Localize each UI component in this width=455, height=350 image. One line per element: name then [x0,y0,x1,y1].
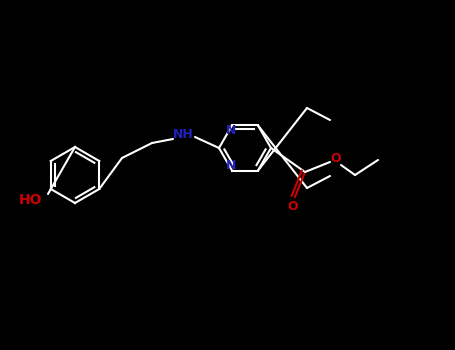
Text: N: N [226,124,236,137]
Text: O: O [331,152,341,164]
Text: N: N [226,159,236,172]
Text: O: O [288,199,298,212]
Text: HO: HO [18,193,42,207]
Text: NH: NH [172,127,193,140]
